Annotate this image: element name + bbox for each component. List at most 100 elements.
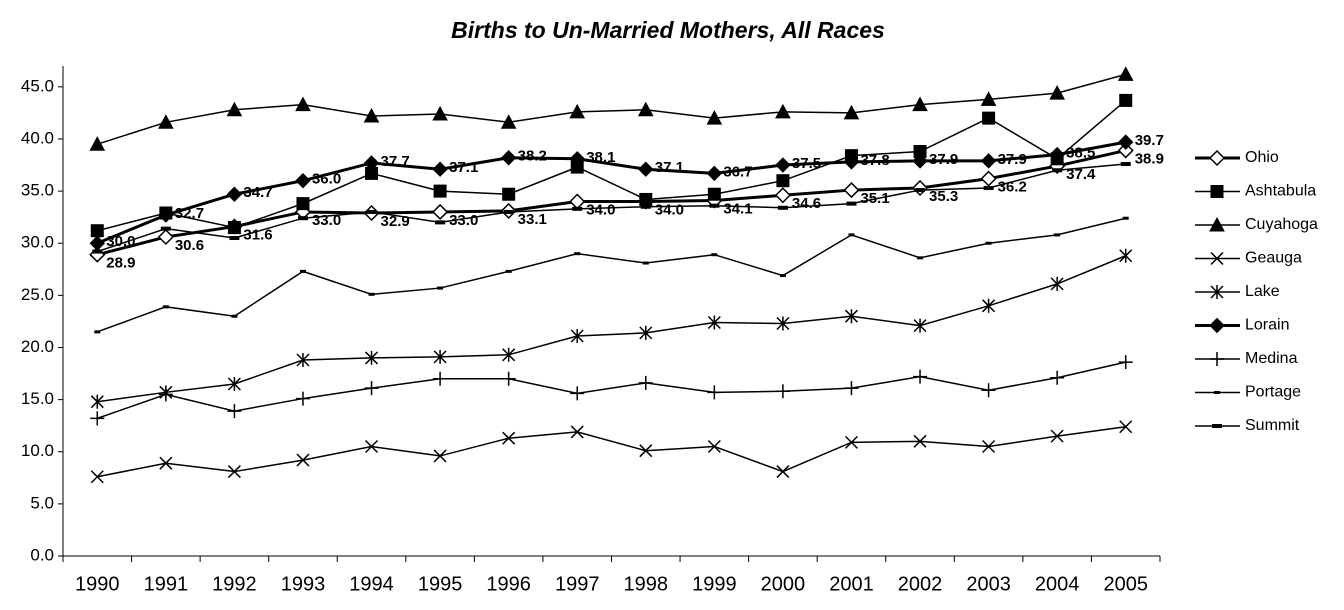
data-label: 30.0 <box>106 233 135 250</box>
marker <box>639 444 653 458</box>
data-label: 34.0 <box>586 202 615 219</box>
marker <box>639 192 653 206</box>
marker <box>158 207 174 223</box>
marker <box>435 220 446 225</box>
data-label: 36.2 <box>998 179 1027 196</box>
y-tick-label: 15.0 <box>21 389 54 408</box>
x-tick-label: 2000 <box>761 573 806 595</box>
data-label: 32.9 <box>381 213 410 230</box>
series <box>90 355 1133 426</box>
marker <box>296 453 310 467</box>
marker <box>707 187 721 201</box>
marker <box>774 187 791 204</box>
marker <box>844 309 858 324</box>
marker <box>570 425 584 439</box>
marker <box>295 391 310 406</box>
marker <box>639 325 653 340</box>
marker <box>1120 162 1131 166</box>
data-label: 28.9 <box>106 255 135 272</box>
x-tick-label: 1992 <box>212 573 257 595</box>
data-label: 34.6 <box>792 195 821 212</box>
marker <box>295 96 311 112</box>
data-label: 38.9 <box>1135 150 1164 167</box>
marker <box>437 286 444 290</box>
marker <box>640 204 651 209</box>
marker <box>503 209 514 214</box>
marker <box>1119 420 1133 434</box>
series-line <box>97 163 1126 253</box>
marker <box>1119 248 1133 263</box>
marker <box>1052 168 1063 173</box>
marker <box>982 111 996 125</box>
marker <box>1054 233 1061 237</box>
legend-item: Medina <box>1195 350 1298 367</box>
marker <box>90 394 104 409</box>
marker <box>1208 149 1226 167</box>
marker <box>1050 370 1065 385</box>
marker <box>162 305 169 309</box>
marker <box>160 226 171 231</box>
data-label: 35.3 <box>929 188 958 205</box>
marker <box>844 381 859 396</box>
marker <box>366 209 377 214</box>
series-line <box>97 99 1127 232</box>
data-label: 38.2 <box>518 148 547 165</box>
marker <box>502 431 516 445</box>
legend-label: Ohio <box>1245 149 1279 166</box>
marker <box>158 387 173 402</box>
marker <box>776 465 790 479</box>
marker <box>433 184 447 198</box>
series <box>92 162 1131 254</box>
marker <box>502 187 516 201</box>
data-label: 36.0 <box>312 171 341 188</box>
x-tick-label: 1997 <box>555 573 600 595</box>
x-tick-label: 1990 <box>75 573 120 595</box>
x-tick-label: 1998 <box>624 573 669 595</box>
legend-label: Medina <box>1245 350 1298 367</box>
marker <box>570 329 584 344</box>
marker <box>569 151 585 167</box>
marker <box>368 292 375 296</box>
legend-item: Cuyahoga <box>1195 216 1318 233</box>
y-tick-label: 35.0 <box>21 181 54 200</box>
marker <box>158 114 174 129</box>
marker <box>295 172 311 189</box>
legend-label: Ashtabula <box>1245 183 1316 200</box>
marker <box>1209 216 1225 232</box>
marker <box>776 316 790 331</box>
marker <box>231 314 238 318</box>
marker <box>94 330 101 334</box>
x-tick-label: 2005 <box>1103 573 1148 595</box>
marker <box>363 107 380 123</box>
marker <box>775 384 790 399</box>
marker <box>569 193 586 210</box>
marker <box>777 205 788 210</box>
marker <box>1212 424 1222 428</box>
marker <box>500 114 517 129</box>
chart-title: Births to Un-Married Mothers, All Races <box>451 17 885 43</box>
marker <box>709 203 720 208</box>
x-tick-label: 2002 <box>898 573 943 595</box>
data-label: 34.0 <box>655 202 684 219</box>
marker <box>983 185 994 190</box>
series <box>89 134 1134 251</box>
marker <box>432 105 448 121</box>
data-label: 37.9 <box>929 151 958 168</box>
legend-item: Lake <box>1195 283 1280 300</box>
series-line <box>97 73 1126 145</box>
series-line <box>96 148 1127 257</box>
data-label: 37.8 <box>860 152 889 169</box>
x-tick-label: 1993 <box>281 573 326 595</box>
marker <box>90 470 104 484</box>
series <box>90 248 1133 409</box>
marker <box>433 371 448 386</box>
marker <box>1117 142 1134 159</box>
marker <box>363 155 380 171</box>
data-label: 37.4 <box>1066 166 1096 183</box>
marker <box>981 383 996 398</box>
data-label: 37.5 <box>792 155 821 172</box>
data-label: 39.7 <box>1135 132 1164 149</box>
marker <box>1210 185 1224 198</box>
x-tick-label: 2001 <box>829 573 874 595</box>
